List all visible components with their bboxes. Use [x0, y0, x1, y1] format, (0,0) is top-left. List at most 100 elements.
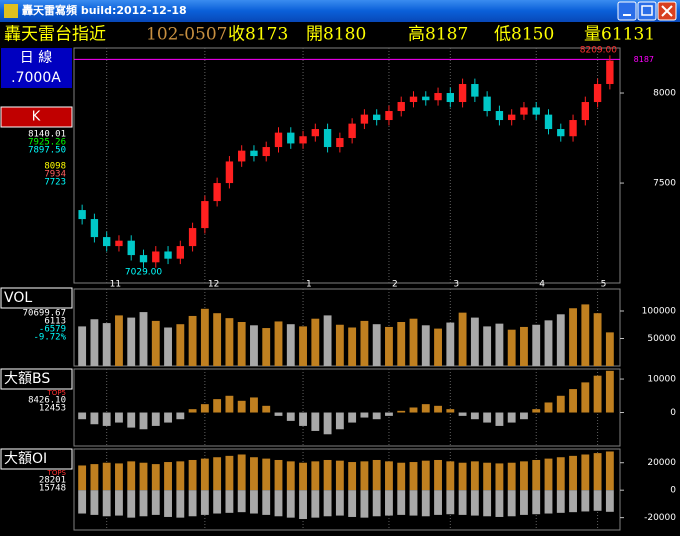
- bar: [90, 464, 99, 491]
- bar: [397, 490, 406, 515]
- unit-label: .7000A: [11, 70, 61, 86]
- bar: [569, 455, 577, 491]
- candle-body: [139, 255, 148, 263]
- bar: [593, 313, 602, 366]
- minimize-button[interactable]: [617, 1, 637, 21]
- bar: [262, 490, 271, 515]
- bar: [421, 404, 430, 413]
- quote-low: 低8150: [494, 25, 554, 45]
- x-tick-label: 12: [208, 280, 219, 290]
- bar: [556, 490, 565, 513]
- maximize-button[interactable]: [637, 1, 657, 21]
- bar: [360, 490, 369, 518]
- bar: [409, 318, 418, 366]
- side-value: 6113: [44, 317, 66, 327]
- candle-body: [115, 240, 123, 247]
- bar: [237, 454, 246, 491]
- bar: [115, 412, 123, 423]
- vol-box[interactable]: [0, 287, 73, 309]
- bar: [200, 458, 209, 491]
- symbol-name: 轟天雷台指近: [4, 25, 106, 45]
- candle-body: [336, 138, 344, 148]
- k-label: K: [32, 110, 41, 125]
- window-title: 轟天雷寫頻 build:2012-12-18: [22, 3, 187, 17]
- bs-label: 大額BS: [4, 371, 50, 387]
- candle-body: [152, 251, 160, 263]
- bar: [532, 459, 541, 491]
- bar: [446, 409, 455, 413]
- bar: [176, 412, 185, 420]
- k-box[interactable]: [0, 106, 73, 128]
- close-icon: [661, 5, 673, 17]
- x-tick-label: 1: [306, 280, 312, 290]
- bar: [164, 327, 172, 366]
- bar: [409, 407, 418, 413]
- bar: [78, 490, 87, 514]
- bar: [225, 490, 234, 513]
- oi-tag: TOPS: [47, 469, 67, 477]
- bar: [556, 314, 565, 366]
- bar: [385, 412, 393, 416]
- bar: [115, 463, 123, 491]
- bar: [78, 465, 87, 491]
- candle-body: [164, 251, 172, 259]
- bar: [188, 315, 197, 366]
- bar: [286, 490, 295, 518]
- side-value: 8140.01: [28, 130, 66, 140]
- bar: [213, 490, 222, 514]
- candle-body: [238, 150, 246, 162]
- bar: [299, 326, 307, 366]
- bar: [605, 370, 614, 413]
- title-bar: [0, 0, 680, 22]
- bar: [520, 490, 528, 515]
- maximize-icon: [641, 5, 653, 16]
- bar: [176, 461, 185, 491]
- bar: [225, 395, 234, 413]
- bar: [495, 490, 504, 517]
- bs-tag: TOP5: [47, 389, 66, 397]
- bs-box[interactable]: [0, 368, 73, 390]
- bar: [323, 412, 332, 435]
- bar: [139, 412, 148, 430]
- quote-date: 102-0507: [146, 25, 227, 45]
- bar: [188, 409, 197, 413]
- bar: [237, 322, 246, 366]
- candle-body: [311, 129, 319, 137]
- bar: [102, 323, 111, 366]
- bar: [250, 457, 258, 491]
- candle-body: [287, 132, 295, 144]
- bar: [90, 319, 99, 366]
- side-value: 8426.10: [28, 396, 66, 406]
- y-tick-label: 0: [670, 486, 676, 496]
- bar: [188, 459, 197, 491]
- bar: [397, 462, 406, 491]
- side-value: 12453: [39, 404, 66, 414]
- side-value: 7897.50: [28, 146, 66, 156]
- bar: [311, 412, 320, 431]
- bar: [458, 312, 467, 366]
- bar: [372, 459, 381, 491]
- bar: [102, 462, 111, 491]
- bar: [507, 329, 516, 366]
- bar: [581, 454, 590, 491]
- bar: [102, 412, 111, 426]
- panel-frame: [73, 288, 621, 367]
- bar: [323, 459, 332, 491]
- bar: [164, 412, 172, 423]
- bar: [556, 395, 565, 413]
- bar: [593, 375, 602, 413]
- bar: [434, 459, 442, 491]
- quote-volume: 量61131: [584, 25, 655, 45]
- bar: [90, 490, 99, 515]
- candle-body: [299, 136, 307, 144]
- bar: [581, 304, 590, 366]
- y-tick-label: 7500: [653, 179, 676, 189]
- side-value: 7934: [44, 170, 66, 180]
- bar: [348, 412, 357, 423]
- bar: [507, 462, 516, 491]
- bar: [151, 320, 160, 366]
- bar: [446, 461, 455, 491]
- oi-box[interactable]: [0, 448, 73, 470]
- candle-body: [323, 129, 332, 148]
- bar: [127, 461, 136, 491]
